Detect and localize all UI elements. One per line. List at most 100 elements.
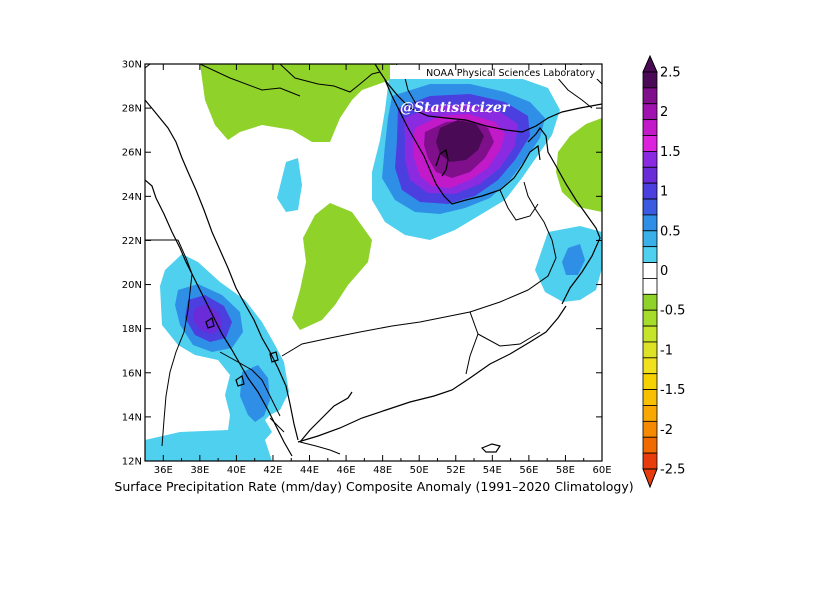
colorbar-segment bbox=[642, 420, 658, 438]
colorbar-labels: 2.5 2 1.5 1 0.5 0 -0.5 -1 -1.5 -2 -2.5 bbox=[660, 66, 685, 478]
colorbar-segment bbox=[642, 309, 658, 327]
borders bbox=[145, 64, 602, 455]
colorbar-segment bbox=[642, 103, 658, 121]
colorbar-segment bbox=[642, 246, 658, 263]
colorbar-segment bbox=[642, 230, 658, 248]
lat-tick-label: 24N bbox=[122, 192, 142, 203]
lon-tick-label: 42E bbox=[263, 465, 282, 476]
anomaly-gulf-core bbox=[436, 120, 484, 162]
qatar-peninsula bbox=[435, 149, 449, 177]
lat-tick-label: 18N bbox=[122, 324, 142, 335]
lat-tick-label: 20N bbox=[122, 280, 142, 291]
lon-tick-label: 56E bbox=[519, 465, 538, 476]
border-ethiopia-eritrea bbox=[219, 351, 281, 417]
latitude-axis: 30N 28N 26N 24N 22N 20N 18N 16N 14N 12N bbox=[122, 60, 602, 468]
colorbar-bottom-arrow bbox=[642, 468, 658, 489]
colorbar-segment bbox=[642, 405, 658, 422]
somaliland-coast bbox=[299, 391, 353, 443]
colorbar-segment bbox=[642, 135, 658, 152]
anomaly-east-green bbox=[556, 118, 602, 212]
credit-box bbox=[390, 65, 601, 79]
socotra-island bbox=[480, 443, 501, 453]
red-sea-island-2 bbox=[235, 375, 245, 387]
colorbar-label: 2.5 bbox=[660, 66, 681, 81]
border-oman-yemen bbox=[477, 331, 541, 347]
anomaly-central-green bbox=[292, 203, 372, 330]
lon-tick-label: 36E bbox=[154, 465, 173, 476]
border-libya-egypt bbox=[145, 64, 151, 69]
colorbar-segment bbox=[642, 436, 658, 454]
lon-tick-label: 52E bbox=[446, 465, 465, 476]
lon-tick-label: 60E bbox=[592, 465, 611, 476]
lon-tick-label: 46E bbox=[337, 465, 356, 476]
lat-tick-label: 22N bbox=[122, 236, 142, 247]
border-saudi-yemen bbox=[281, 311, 479, 375]
lon-tick-label: 38E bbox=[190, 465, 209, 476]
colorbar-label: -1 bbox=[660, 343, 673, 358]
colorbar-segment bbox=[642, 278, 658, 295]
lon-tick-label: 44E bbox=[300, 465, 319, 476]
lon-tick-label: 54E bbox=[483, 465, 502, 476]
colorbar-segment bbox=[642, 373, 658, 391]
colorbar-segment bbox=[642, 214, 658, 232]
colorbar-segment bbox=[642, 150, 658, 168]
iran-coast bbox=[374, 64, 602, 133]
gulf-of-aden-coast bbox=[297, 305, 567, 443]
colorbar-label: -1.5 bbox=[660, 383, 685, 398]
dahlak-island bbox=[205, 317, 215, 329]
anomaly-west-violet bbox=[193, 304, 222, 334]
anomaly-small-lightblue bbox=[277, 158, 302, 212]
gulf-west-coast bbox=[384, 79, 541, 205]
lat-tick-label: 16N bbox=[122, 368, 142, 379]
colorbar-segment bbox=[642, 182, 658, 200]
border-djibouti bbox=[269, 417, 285, 433]
colorbar-segment bbox=[642, 357, 658, 375]
lon-tick-label: 50E bbox=[410, 465, 429, 476]
lon-tick-label: 48E bbox=[373, 465, 392, 476]
border-uae bbox=[499, 189, 539, 221]
anomaly-oman-blue bbox=[562, 244, 585, 275]
anomaly-fields bbox=[145, 64, 602, 461]
musandam-oman-coast bbox=[527, 126, 601, 305]
colorbar-segment bbox=[642, 341, 658, 359]
watermark-text: @Statisticizer bbox=[400, 100, 511, 116]
colorbar-label: -0.5 bbox=[660, 304, 685, 319]
map-caption: Surface Precipitation Rate (mm/day) Comp… bbox=[114, 479, 633, 494]
colorbar-segment bbox=[642, 262, 658, 279]
red-sea-west-coast bbox=[145, 179, 293, 457]
colorbar bbox=[642, 54, 658, 489]
colorbar-segment bbox=[642, 325, 658, 343]
colorbar-segment bbox=[642, 166, 658, 184]
border-saudi-north bbox=[279, 64, 381, 93]
border-ethiopia-somalia bbox=[299, 441, 341, 455]
anomaly-north-green bbox=[200, 64, 395, 142]
coastlines bbox=[145, 64, 602, 457]
lon-tick-label: 58E bbox=[556, 465, 575, 476]
colorbar-label: -2 bbox=[660, 423, 673, 438]
lat-tick-label: 14N bbox=[122, 412, 142, 423]
credit-text: NOAA Physical Sciences Laboratory bbox=[426, 68, 595, 79]
border-saudi-oman bbox=[469, 181, 557, 313]
red-sea-island-1 bbox=[269, 351, 279, 363]
colorbar-label: 1 bbox=[660, 185, 668, 200]
anomaly-south-blue bbox=[240, 365, 270, 422]
lat-tick-label: 26N bbox=[122, 148, 142, 159]
colorbar-segment bbox=[642, 87, 658, 105]
lon-tick-label: 40E bbox=[227, 465, 246, 476]
colorbar-label: -2.5 bbox=[660, 463, 685, 478]
colorbar-label: 1.5 bbox=[660, 145, 681, 160]
colorbar-segment bbox=[642, 389, 658, 406]
colorbar-segment bbox=[642, 71, 658, 89]
colorbar-segment bbox=[642, 452, 658, 470]
colorbar-segment bbox=[642, 293, 658, 311]
border-jordan-iraq bbox=[199, 64, 301, 97]
border-sudan-eritrea bbox=[161, 239, 193, 447]
lat-tick-label: 28N bbox=[122, 104, 142, 115]
red-sea-east-coast bbox=[145, 99, 299, 441]
plot-frame bbox=[144, 63, 603, 462]
colorbar-top-arrow bbox=[642, 54, 658, 73]
lat-tick-label: 30N bbox=[122, 60, 142, 71]
colorbar-label: 0.5 bbox=[660, 224, 681, 239]
